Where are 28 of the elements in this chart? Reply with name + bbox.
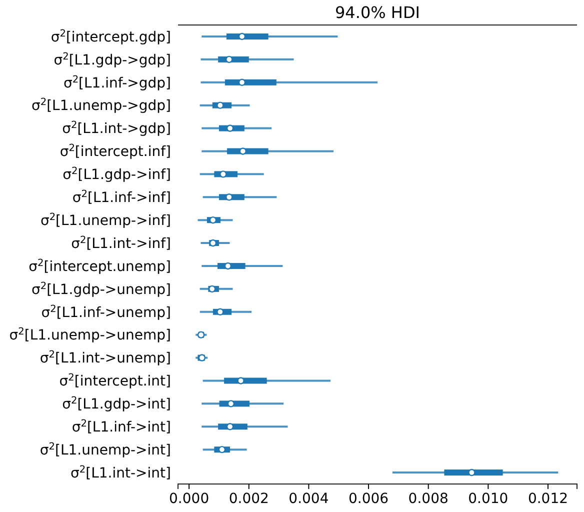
y-tick-label: σ$^{2}$[L1.unemp->gdp] — [31, 96, 171, 114]
y-tick-label: σ$^{2}$[L1.int->gdp] — [62, 120, 171, 138]
x-tick-label: 0.002 — [228, 490, 269, 507]
y-tick-label: σ$^{2}$[L1.gdp->inf] — [62, 166, 171, 184]
y-tick-label: σ$^{2}$[L1.unemp->int] — [40, 440, 171, 458]
y-tick-label: σ$^{2}$[intercept.gdp] — [50, 28, 171, 46]
x-tick-label: 0.006 — [348, 490, 389, 507]
y-tick-label: σ$^{2}$[L1.unemp->unemp] — [9, 326, 171, 344]
y-tick-label: σ$^{2}$[L1.inf->unemp] — [41, 303, 171, 321]
y-tick-label: σ$^{2}$[L1.inf->inf] — [72, 188, 171, 206]
y-tick-label: σ$^{2}$[L1.int->unemp] — [40, 349, 171, 367]
y-tick-label: σ$^{2}$[L1.unemp->inf] — [40, 211, 171, 229]
y-tick-label: σ$^{2}$[L1.inf->gdp] — [63, 74, 171, 92]
chart-title: 94.0% HDI — [335, 3, 420, 22]
y-tick-label: σ$^{2}$[L1.gdp->unemp] — [31, 280, 171, 298]
y-tick-label: σ$^{2}$[L1.int->int] — [70, 464, 171, 482]
y-tick-label: σ$^{2}$[L1.inf->int] — [72, 418, 171, 436]
y-tick-label: σ$^{2}$[intercept.inf] — [60, 142, 171, 160]
x-tick-label: 0.000 — [169, 490, 210, 507]
y-tick-label: σ$^{2}$[L1.int->inf] — [71, 234, 171, 252]
x-tick-label: 0.008 — [408, 490, 448, 507]
y-tick-label: σ$^{2}$[L1.gdp->int] — [62, 395, 171, 413]
y-tick-label: σ$^{2}$[intercept.unemp] — [28, 257, 171, 275]
x-tick-label: 0.010 — [468, 490, 508, 507]
y-tick-label: σ$^{2}$[intercept.int] — [59, 372, 171, 390]
y-tick-label: σ$^{2}$[L1.gdp->gdp] — [54, 50, 171, 68]
x-tick-label: 0.012 — [528, 490, 568, 507]
x-tick-label: 0.004 — [288, 490, 329, 507]
